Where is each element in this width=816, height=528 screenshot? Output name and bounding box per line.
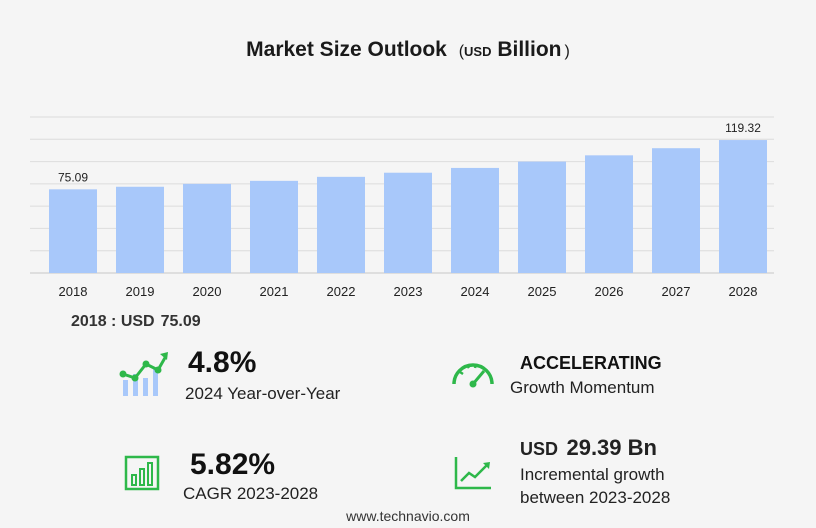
bar-2027 — [652, 148, 700, 273]
bar-2023 — [384, 172, 432, 273]
summary-value: 75.09 — [160, 313, 201, 330]
x-tick-label: 2019 — [126, 284, 155, 299]
bar-2018 — [49, 189, 97, 273]
trend-line-icon — [454, 457, 491, 490]
momentum-value: ACCELERATING — [520, 353, 662, 373]
growth-chart-icon — [119, 352, 168, 396]
bar-2020 — [183, 183, 231, 273]
speedometer-icon — [452, 363, 494, 388]
chart-title: Market Size Outlook (USD Billion) — [0, 38, 816, 62]
yoy-value: 4.8% — [188, 346, 257, 379]
x-tick-label: 2018 — [59, 284, 88, 299]
incremental-currency: USD — [520, 439, 559, 459]
incremental-value: 29.39 Bn — [566, 435, 657, 460]
summary-label: 2018 : USD — [71, 313, 155, 330]
bar-2025 — [518, 161, 566, 273]
x-tick-label: 2028 — [729, 284, 758, 299]
title-text: Market Size Outlook — [246, 38, 447, 61]
bar-2026 — [585, 155, 633, 273]
incremental-amount: USD 29.39 Bn — [520, 435, 657, 461]
incremental-label-line1: Incremental growth — [520, 465, 665, 484]
x-tick-label: 2027 — [662, 284, 691, 299]
bar-2021 — [250, 180, 298, 273]
bar-chart-icon — [124, 455, 160, 491]
unit-name: Billion — [497, 38, 562, 61]
cagr-value: 5.82% — [190, 448, 276, 481]
x-tick-label: 2024 — [461, 284, 490, 299]
cagr-label: CAGR 2023-2028 — [183, 484, 319, 503]
year-summary: 2018 : USD 75.09 — [71, 313, 201, 331]
bar-2019 — [116, 186, 164, 273]
x-tick-label: 2022 — [327, 284, 356, 299]
bar-2022 — [317, 176, 365, 273]
unit-currency: USD — [464, 44, 492, 59]
incremental-label-line2: between 2023-2028 — [520, 488, 671, 507]
x-tick-label: 2023 — [394, 284, 423, 299]
unit-open-paren: ( — [458, 43, 465, 60]
yoy-label: 2024 Year-over-Year — [185, 384, 341, 403]
bar-2024 — [451, 167, 499, 273]
data-label: 75.09 — [58, 170, 88, 184]
x-tick-label: 2026 — [595, 284, 624, 299]
x-tick-label: 2021 — [260, 284, 289, 299]
data-label: 119.32 — [725, 121, 761, 135]
bar-2028 — [719, 140, 767, 273]
unit-close-paren: ) — [564, 43, 570, 60]
bar-chart: 2018 75.09 2019 2020 2021 2022 2023 2024 2025 202… — [30, 116, 774, 299]
x-tick-label: 2025 — [528, 284, 557, 299]
x-tick-label: 2020 — [193, 284, 222, 299]
momentum-label: Growth Momentum — [510, 378, 655, 397]
footer-url: www.technavio.com — [346, 508, 470, 524]
